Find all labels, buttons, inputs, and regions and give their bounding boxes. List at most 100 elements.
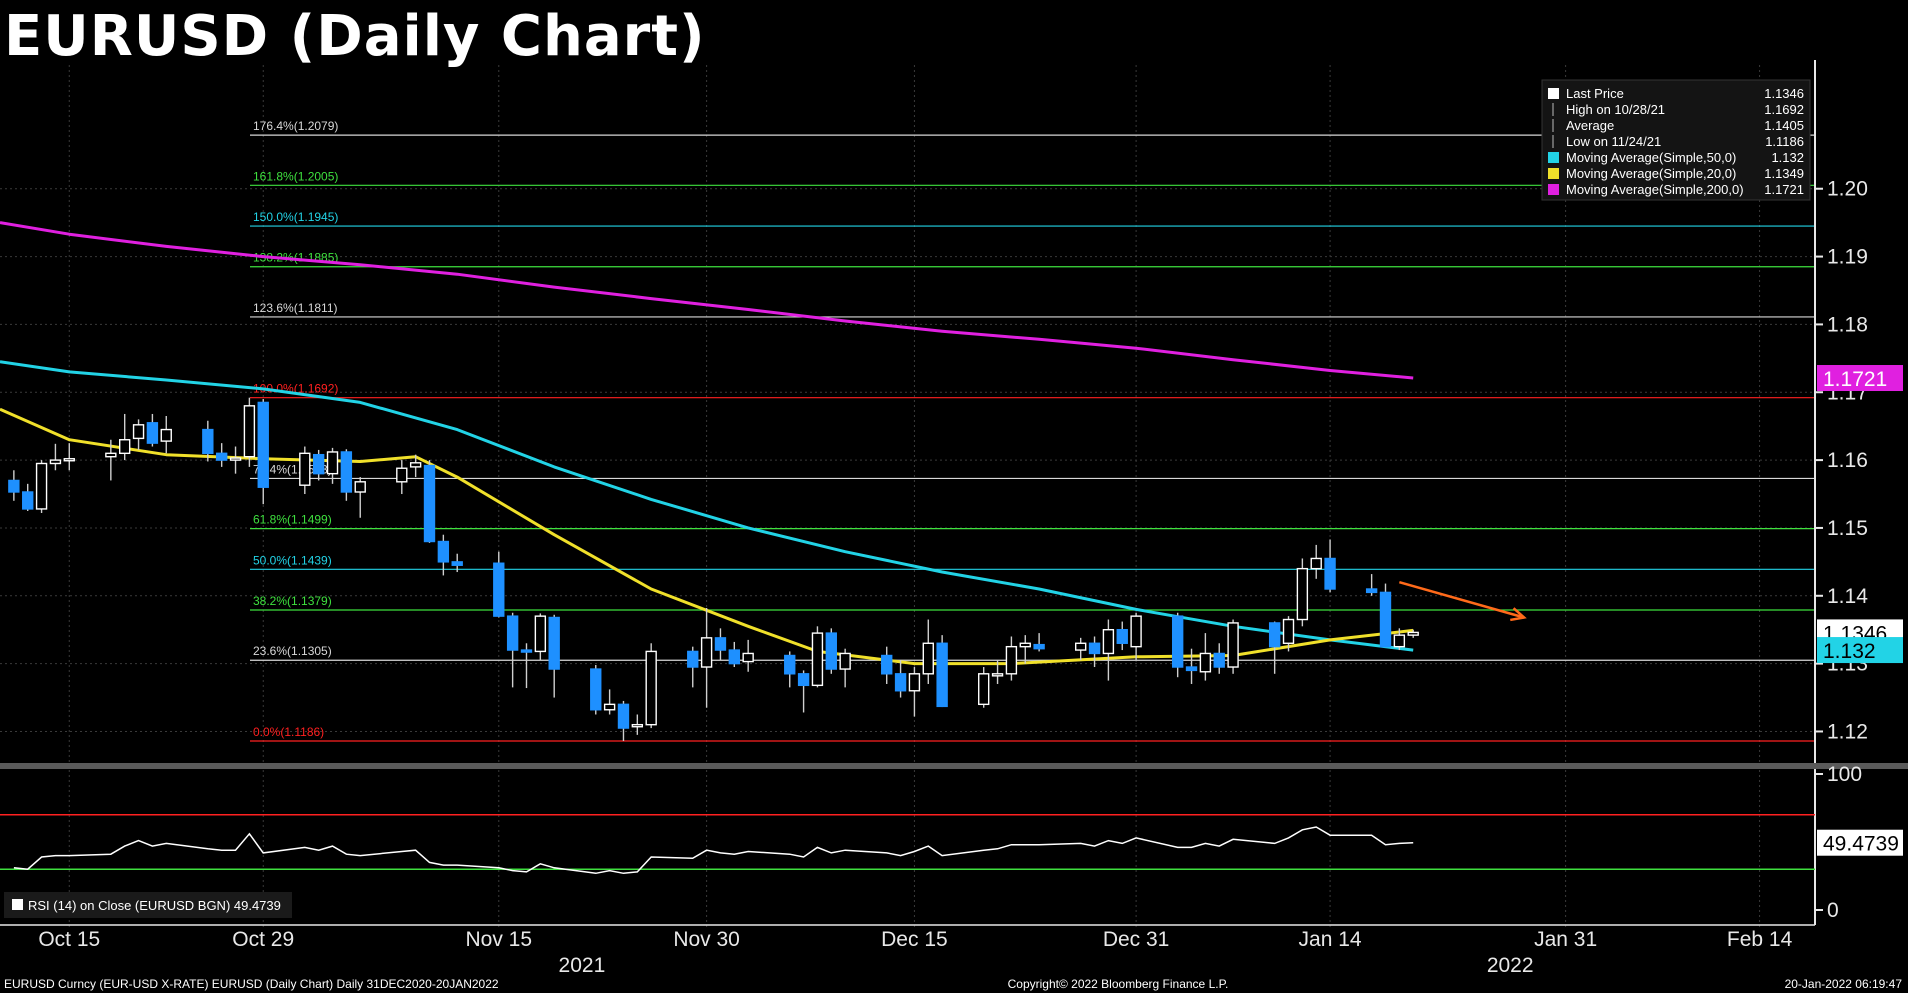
- fib-label: 0.0%(1.1186): [253, 725, 324, 739]
- candle: [1116, 621, 1128, 651]
- candle-body-up: [326, 451, 339, 475]
- candle-body-down: [146, 422, 159, 444]
- legend-value: 1.1405: [1764, 118, 1804, 133]
- rsi-tick-label: 0: [1827, 899, 1839, 922]
- rsi-last-tag: 49.4739: [1823, 833, 1899, 856]
- candle-body-down: [1116, 629, 1128, 644]
- legend-swatch: [1548, 152, 1559, 163]
- candle-body-down: [617, 703, 630, 729]
- y-tick-label: 1.18: [1827, 313, 1868, 336]
- candle-body-down: [340, 451, 353, 493]
- x-tick-label: Jan 14: [1299, 928, 1362, 951]
- candle: [1407, 629, 1419, 638]
- fib-label: 23.6%(1.1305): [253, 644, 332, 658]
- candle: [354, 477, 366, 518]
- legend: Last Price 1.1346 High on 10/28/21 1.1692 Av…: [1541, 79, 1811, 201]
- fib-label: 161.8%(1.2005): [253, 169, 338, 183]
- candle-body-up: [631, 723, 644, 728]
- x-year-label: 2021: [559, 954, 606, 977]
- candle: [1074, 637, 1087, 661]
- candle: [728, 641, 741, 668]
- candle-body-down: [728, 649, 741, 665]
- candle: [1102, 619, 1115, 681]
- candle: [1171, 612, 1184, 678]
- x-year-label: 2022: [1487, 954, 1534, 977]
- candle-body-down: [894, 673, 907, 692]
- candle-body-up: [1407, 631, 1419, 636]
- candle: [409, 454, 422, 478]
- footer-left: EURUSD Curncy (EUR-USD X-RATE) EURUSD (D…: [4, 977, 499, 991]
- x-tick-label: Dec 15: [881, 928, 948, 951]
- candle-body-down: [1213, 652, 1225, 668]
- candle: [451, 553, 463, 573]
- legend-label: Average: [1566, 118, 1614, 133]
- candle-body-down: [881, 654, 893, 675]
- candle: [1033, 633, 1045, 652]
- candle-body-up: [1019, 642, 1031, 648]
- candle: [520, 643, 533, 689]
- candle: [603, 689, 616, 715]
- candle-body-up: [49, 459, 62, 465]
- candle: [35, 460, 48, 514]
- footer-center: Copyright© 2022 Bloomberg Finance L.P.: [1008, 977, 1229, 991]
- candle: [645, 643, 657, 729]
- fib-label: 38.2%(1.1379): [253, 594, 332, 608]
- candle: [493, 551, 505, 618]
- x-tick-label: Nov 30: [673, 928, 740, 951]
- legend-box: [1541, 79, 1811, 201]
- candle-body-up: [1199, 652, 1212, 673]
- price-tag-bg: [1817, 365, 1903, 392]
- candle: [1019, 635, 1031, 664]
- grid-lines: [0, 65, 1815, 930]
- candle-body-up: [1282, 618, 1295, 644]
- candle-body-up: [1310, 557, 1322, 570]
- candle-body-down: [257, 401, 269, 488]
- fib-label: 176.4%(1.2079): [253, 119, 338, 133]
- legend-value: 1.1692: [1764, 102, 1804, 117]
- candle: [687, 646, 699, 688]
- candle-body-down: [936, 642, 948, 708]
- legend-label: High on 10/28/21: [1566, 102, 1665, 117]
- price-tag-bg: [1817, 637, 1903, 664]
- y-tick-label: 1.14: [1827, 585, 1868, 608]
- candle-body-down: [1088, 642, 1101, 655]
- page-title: EURUSD (Daily Chart): [4, 4, 706, 69]
- panel-separator: [0, 763, 1908, 769]
- rsi-legend-label: RSI (14) on Close (EURUSD BGN) 49.4739: [28, 898, 281, 913]
- candle: [1310, 544, 1322, 579]
- fib-label: 61.8%(1.1499): [253, 513, 332, 527]
- price-tag-label: 1.132: [1823, 640, 1876, 663]
- candle: [202, 420, 214, 462]
- candle: [22, 483, 34, 511]
- candle: [811, 626, 824, 688]
- candle: [299, 446, 311, 495]
- candle: [312, 449, 325, 481]
- candle: [714, 628, 727, 661]
- y-tick-label: 1.12: [1827, 720, 1868, 743]
- fib-levels: 176.4%(1.2079) 161.8%(1.2005) 150.0%(1.194…: [250, 119, 1815, 742]
- trend-arrow-head: [1510, 607, 1527, 622]
- candle: [119, 413, 131, 461]
- candle: [797, 670, 810, 713]
- legend-value: 1.1186: [1765, 134, 1804, 149]
- candle-body-up: [922, 642, 934, 675]
- legend-label: Last Price: [1566, 86, 1624, 101]
- candle-body-up: [742, 652, 754, 663]
- candle: [978, 667, 990, 708]
- candle-body-up: [1102, 629, 1115, 655]
- candle-body-up: [1296, 567, 1309, 621]
- candle: [894, 660, 907, 698]
- candle: [908, 667, 921, 717]
- candles: [8, 397, 1419, 741]
- ma200-line: [0, 221, 1414, 380]
- candle: [922, 619, 934, 684]
- footer-right: 20-Jan-2022 06:19:47: [1785, 977, 1903, 991]
- candle: [1130, 612, 1142, 661]
- candle: [1088, 636, 1101, 668]
- candle-body-down: [437, 540, 450, 563]
- legend-swatch: [1548, 168, 1559, 179]
- y-tick-label: 1.15: [1827, 517, 1868, 540]
- candle: [49, 443, 62, 471]
- candle: [1324, 539, 1336, 593]
